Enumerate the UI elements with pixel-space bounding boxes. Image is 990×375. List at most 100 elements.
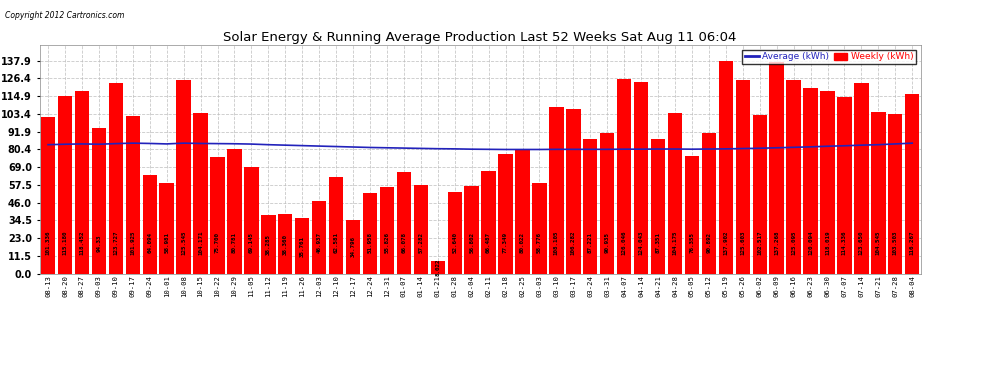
Text: 66.078: 66.078 — [401, 232, 407, 254]
Bar — [159, 183, 174, 274]
Text: 120.094: 120.094 — [808, 231, 813, 255]
Text: 64.094: 64.094 — [148, 232, 152, 254]
Text: 125.095: 125.095 — [791, 231, 796, 255]
Bar — [888, 114, 903, 274]
Text: 125.545: 125.545 — [181, 231, 186, 255]
Text: 69.145: 69.145 — [248, 232, 253, 254]
Bar — [414, 185, 428, 274]
Text: 75.700: 75.700 — [215, 232, 220, 254]
Bar — [92, 128, 106, 274]
Bar — [838, 97, 851, 274]
Text: 76.355: 76.355 — [689, 232, 694, 254]
Text: 102.517: 102.517 — [757, 231, 762, 255]
Bar — [397, 172, 411, 274]
Bar — [447, 192, 462, 274]
Text: 34.796: 34.796 — [350, 236, 355, 257]
Text: 94.33: 94.33 — [96, 234, 101, 252]
Bar — [719, 61, 733, 274]
Text: 116.267: 116.267 — [910, 231, 915, 255]
Bar — [261, 214, 275, 274]
Text: 80.781: 80.781 — [232, 232, 237, 254]
Bar — [41, 117, 55, 274]
Text: 56.802: 56.802 — [469, 232, 474, 254]
Bar — [498, 154, 513, 274]
Bar — [57, 96, 72, 274]
Text: 124.043: 124.043 — [639, 231, 644, 255]
Bar — [821, 92, 835, 274]
Bar — [668, 113, 682, 274]
Text: 62.581: 62.581 — [334, 232, 339, 254]
Title: Solar Energy & Running Average Production Last 52 Weeks Sat Aug 11 06:04: Solar Energy & Running Average Productio… — [224, 31, 737, 44]
Bar — [617, 79, 632, 274]
Text: 114.336: 114.336 — [842, 231, 847, 255]
Text: 106.282: 106.282 — [571, 231, 576, 255]
Bar — [600, 133, 615, 274]
Bar — [803, 88, 818, 274]
Bar — [481, 171, 496, 274]
Bar — [566, 110, 580, 274]
Text: 87.351: 87.351 — [655, 232, 660, 254]
Text: 55.826: 55.826 — [384, 232, 389, 254]
Text: 125.603: 125.603 — [741, 231, 745, 255]
Bar — [736, 80, 750, 274]
Text: 77.349: 77.349 — [503, 232, 508, 254]
Text: 35.761: 35.761 — [300, 236, 305, 256]
Bar — [549, 106, 563, 274]
Bar — [278, 214, 292, 274]
Bar — [109, 82, 123, 274]
Text: 108.105: 108.105 — [553, 231, 559, 255]
Text: 58.776: 58.776 — [537, 232, 542, 254]
Text: 58.981: 58.981 — [164, 232, 169, 254]
Text: 101.336: 101.336 — [46, 231, 50, 255]
Bar — [583, 139, 598, 274]
Text: 90.935: 90.935 — [605, 232, 610, 254]
Text: 51.958: 51.958 — [367, 232, 372, 254]
Legend: Average (kWh), Weekly (kWh): Average (kWh), Weekly (kWh) — [742, 50, 916, 64]
Bar — [362, 194, 377, 274]
Text: 57.282: 57.282 — [419, 232, 424, 254]
Text: 104.175: 104.175 — [672, 231, 677, 255]
Bar — [193, 113, 208, 274]
Bar — [346, 220, 360, 274]
Bar — [650, 139, 665, 274]
Text: 115.180: 115.180 — [62, 231, 67, 255]
Bar — [634, 82, 648, 274]
Bar — [516, 150, 530, 274]
Bar — [312, 201, 327, 274]
Text: 90.892: 90.892 — [707, 232, 712, 254]
Text: 123.650: 123.650 — [859, 231, 864, 255]
Text: 104.171: 104.171 — [198, 231, 203, 255]
Bar — [905, 94, 920, 274]
Bar — [533, 183, 546, 274]
Text: 118.019: 118.019 — [825, 231, 830, 255]
Bar — [295, 219, 310, 274]
Text: 126.046: 126.046 — [622, 231, 627, 255]
Bar — [431, 261, 445, 274]
Bar — [245, 167, 258, 274]
Text: 103.503: 103.503 — [893, 231, 898, 255]
Text: 8.022: 8.022 — [436, 259, 441, 276]
Bar — [685, 156, 699, 274]
Bar — [871, 112, 885, 274]
Bar — [143, 175, 157, 274]
Bar — [769, 62, 784, 274]
Text: 137.902: 137.902 — [724, 231, 729, 255]
Text: 137.268: 137.268 — [774, 231, 779, 255]
Text: 123.727: 123.727 — [113, 231, 119, 255]
Bar — [854, 82, 868, 274]
Bar — [210, 157, 225, 274]
Text: 87.221: 87.221 — [588, 232, 593, 254]
Bar — [752, 115, 767, 274]
Bar — [228, 149, 242, 274]
Text: 101.925: 101.925 — [131, 231, 136, 255]
Bar — [786, 80, 801, 274]
Text: 46.937: 46.937 — [317, 232, 322, 254]
Text: 52.640: 52.640 — [452, 232, 457, 254]
Text: 104.545: 104.545 — [876, 231, 881, 255]
Bar — [329, 177, 344, 274]
Text: 80.022: 80.022 — [520, 232, 525, 254]
Bar — [176, 80, 191, 274]
Bar — [380, 188, 394, 274]
Bar — [464, 186, 479, 274]
Text: 38.285: 38.285 — [266, 234, 271, 255]
